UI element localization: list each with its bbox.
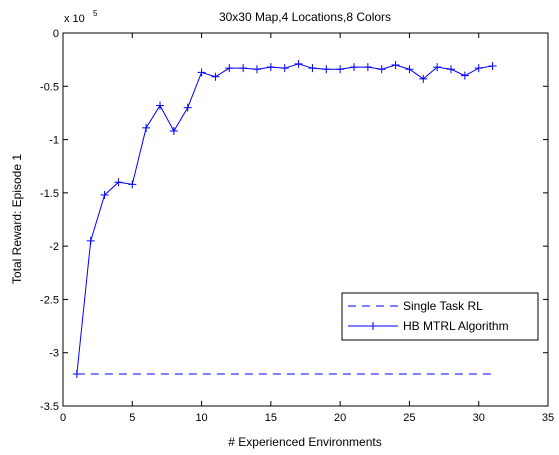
y-tick-label: 0 (53, 28, 59, 40)
data-point-marker (239, 64, 248, 73)
data-point-marker (294, 59, 303, 68)
data-point-marker (225, 64, 234, 73)
data-point-marker (86, 236, 95, 245)
data-point-marker (253, 65, 261, 74)
data-point-marker (156, 101, 164, 110)
data-point-marker (391, 60, 400, 69)
data-point-marker (419, 74, 428, 83)
data-point-marker (488, 62, 497, 71)
y-exponent-label: x 10 (64, 13, 85, 25)
x-tick-label: 25 (403, 412, 415, 424)
data-point-marker (460, 71, 469, 80)
legend-label-hb-mtrl: HB MTRL Algorithm (403, 319, 509, 333)
data-point-marker (197, 68, 206, 77)
x-tick-label: 5 (129, 412, 135, 424)
y-axis-label: Total Reward: Episode 1 (10, 154, 24, 284)
data-point-marker (142, 123, 151, 132)
x-axis-label: # Experienced Environments (228, 435, 381, 449)
y-exponent: x 10 5 (64, 9, 98, 25)
data-point-marker (280, 64, 289, 73)
y-tick-label: -2 (49, 241, 59, 253)
data-point-marker (211, 72, 220, 81)
data-point-marker (350, 63, 358, 72)
x-tick-label: 20 (334, 412, 346, 424)
y-tick-label: -2.5 (40, 294, 59, 306)
x-tick-label: 0 (60, 412, 66, 424)
data-point-marker (114, 178, 123, 187)
series-layer (72, 59, 497, 379)
data-point-marker (322, 65, 331, 74)
legend: Single Task RL HB MTRL Algorithm (341, 292, 539, 341)
y-tick-label: -3.5 (40, 401, 59, 413)
x-tick-label: 15 (265, 412, 277, 424)
chart-title: 30x30 Map,4 Locations,8 Colors (219, 10, 391, 24)
legend-marker-hb-mtrl (369, 322, 377, 330)
data-point-marker (128, 180, 137, 189)
data-point-marker (266, 63, 275, 72)
y-tick-label: -3 (49, 348, 59, 360)
x-tick-label: 10 (195, 412, 207, 424)
data-point-marker (100, 190, 109, 199)
legend-label-single-task: Single Task RL (403, 299, 483, 313)
data-point-marker (447, 65, 455, 74)
data-point-marker (308, 64, 317, 73)
data-point-marker (169, 127, 178, 136)
data-point-marker (474, 64, 483, 73)
x-tick-label: 30 (473, 412, 485, 424)
data-point-marker (377, 65, 386, 74)
y-tick-label: -1.5 (40, 188, 59, 200)
data-point-marker (183, 103, 192, 112)
x-axis: 0 5 10 15 20 25 30 35 (60, 33, 554, 424)
legend-box (341, 292, 539, 341)
data-point-marker (72, 370, 81, 379)
y-tick-label: -1 (49, 135, 59, 147)
data-point-marker (363, 63, 372, 72)
y-tick-label: -0.5 (40, 81, 59, 93)
y-exponent-power: 5 (93, 9, 98, 18)
y-axis: 0 -0.5 -1 -1.5 -2 -2.5 -3 -3.5 (40, 28, 548, 413)
x-tick-label: 35 (542, 412, 554, 424)
plot-area (62, 32, 549, 407)
data-point-marker (336, 65, 345, 74)
data-point-marker (433, 63, 442, 72)
data-point-marker (405, 65, 414, 74)
